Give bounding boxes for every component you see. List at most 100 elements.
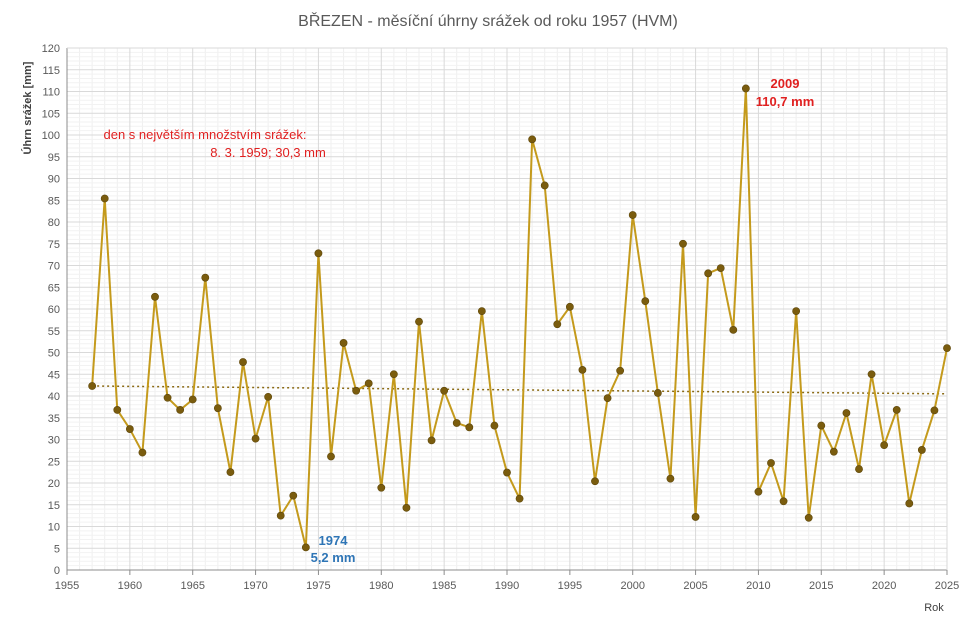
data-point [465,423,474,432]
data-point [867,370,876,379]
data-point [917,446,926,454]
data-point [402,503,411,512]
data-point [603,394,612,403]
min-year-label: 1974 [319,533,349,548]
data-point [163,393,172,402]
data-point [905,499,914,508]
x-tick-label: 2010 [746,580,770,592]
data-point [666,474,675,483]
data-point [100,194,109,203]
data-point [804,513,813,522]
data-point [138,448,147,457]
x-axis-label: Rok [924,602,944,614]
data-point [653,389,662,397]
data-point [226,468,235,477]
min-value-label: 5,2 mm [311,550,356,565]
x-tick-label: 1995 [558,580,582,592]
y-tick-label: 65 [48,282,60,294]
data-point [113,406,122,414]
y-tick-label: 60 [48,304,60,316]
y-tick-label: 115 [42,65,60,77]
data-point [704,269,713,278]
data-point [125,425,134,433]
max-value-label: 110,7 mm [756,94,815,109]
data-point [427,436,436,445]
x-tick-label: 2020 [872,580,896,592]
data-point [452,419,461,427]
data-point [327,452,335,461]
data-point [415,317,423,326]
data-point [201,273,210,282]
data-point [314,249,323,258]
data-point [364,379,373,388]
data-point [679,239,687,248]
data-point [251,434,260,443]
data-point [829,447,838,456]
x-tick-label: 1965 [180,580,204,592]
x-tick-label: 2000 [620,580,644,592]
x-tick-label: 1955 [55,580,79,592]
data-point [389,370,398,379]
y-tick-label: 15 [48,500,60,512]
data-point [490,421,499,430]
x-tick-label: 1975 [306,580,330,592]
x-tick-label: 2015 [809,580,833,592]
y-tick-label: 110 [42,87,60,99]
y-tick-label: 120 [42,43,60,55]
y-tick-label: 55 [48,326,60,338]
data-point [276,511,285,520]
y-tick-label: 100 [42,130,60,142]
data-point [477,307,486,316]
data-point [616,366,625,375]
x-tick-label: 1990 [495,580,519,592]
data-point [528,135,537,144]
x-tick-label: 1970 [243,580,267,592]
data-point [754,487,763,496]
data-point [767,459,775,467]
chart-title: BŘEZEN - měsíční úhrny srážek od roku 19… [298,11,678,30]
max-day-note-line1: den s největším množstvím srážek: [103,127,306,142]
y-tick-label: 105 [42,108,60,120]
data-point [264,392,273,401]
data-point [779,497,788,506]
y-tick-label: 95 [48,152,60,164]
data-point [628,211,637,219]
data-point [792,307,801,316]
data-point [892,406,901,414]
data-point [540,181,549,190]
y-tick-label: 90 [48,174,60,186]
data-point [377,483,386,492]
y-tick-label: 35 [48,413,60,425]
y-tick-label: 50 [48,348,60,360]
x-axis-ticks: 1955 1960 1965 1970 1975 1980 1985 1990 1995 2000… [55,570,959,592]
x-tick-label: 1980 [369,580,393,592]
data-point [88,382,97,390]
data-point [641,297,650,306]
x-tick-label: 2005 [683,580,707,592]
data-point [930,406,939,415]
max-day-note-line2: 8. 3. 1959; 30,3 mm [210,145,326,160]
y-tick-label: 75 [48,239,60,251]
data-point [553,320,562,329]
data-point [591,477,599,486]
max-year-label: 2009 [771,76,800,91]
data-point [188,395,197,404]
data-point [440,386,449,395]
x-tick-label: 2025 [935,580,959,592]
data-point [151,292,159,301]
y-axis-label: Úhrn srážek [mm] [21,61,34,154]
data-point [855,465,863,473]
data-point [578,365,587,374]
y-tick-label: 70 [48,261,60,273]
data-point [741,84,750,93]
data-point [289,491,298,500]
y-tick-label: 25 [48,456,60,468]
data-point [213,404,222,413]
y-tick-label: 30 [48,435,60,447]
y-tick-label: 20 [48,478,60,490]
data-point [515,494,524,503]
data-point [729,325,738,334]
